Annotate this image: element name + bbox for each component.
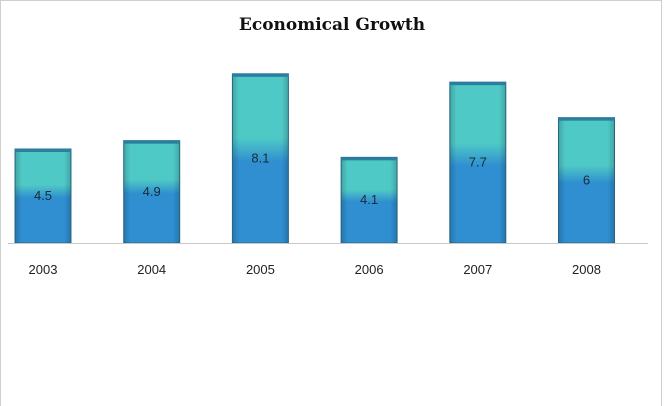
x-tick-label-2005: 2005	[246, 262, 275, 277]
bar-2003	[14, 148, 72, 244]
chart-title: Economical Growth	[238, 15, 426, 35]
bar-2007	[449, 81, 507, 244]
x-tick-label-2008: 2008	[572, 262, 601, 277]
bar-top-cap	[123, 140, 180, 144]
data-label-2008: 6	[583, 172, 590, 187]
x-tick-label-2004: 2004	[137, 262, 166, 277]
x-tick-label-2006: 2006	[355, 262, 384, 277]
bar-top-cap	[232, 73, 289, 77]
bar-shading	[341, 157, 398, 243]
data-label-2003: 4.5	[34, 188, 52, 203]
data-label-2004: 4.9	[143, 184, 161, 199]
data-label-2007: 7.7	[469, 155, 487, 170]
bar-top-cap	[341, 157, 398, 161]
data-label-2005: 8.1	[251, 150, 269, 165]
bar-2005	[231, 73, 289, 244]
x-tick-label-2007: 2007	[463, 262, 492, 277]
bar-2006	[340, 156, 398, 244]
bar-top-cap	[449, 82, 506, 86]
data-label-2006: 4.1	[360, 192, 378, 207]
bar-shading	[123, 140, 180, 243]
bar-shading	[15, 149, 71, 243]
bar-2008	[558, 117, 615, 244]
bar-shading	[232, 73, 289, 243]
bar-top-cap	[558, 117, 615, 121]
x-tick-label-2003: 2003	[29, 262, 58, 277]
bar-shading	[449, 82, 506, 244]
bar-shading	[558, 117, 615, 243]
bar-top-cap	[15, 149, 71, 152]
